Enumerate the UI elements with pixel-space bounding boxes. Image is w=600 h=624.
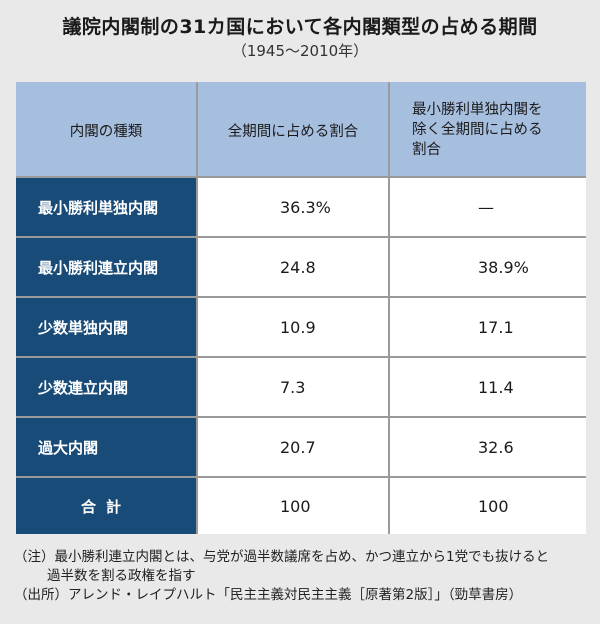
row-value-all: 36.3% [198,178,388,236]
row-divider [16,356,586,358]
table-row: 最小勝利連立内閣 24.8 38.9% [16,238,586,296]
table-row: 最小勝利単独内閣 36.3% — [16,178,586,236]
chart-subtitle: （1945〜2010年） [231,42,369,60]
row-value-excl: 11.4 [390,358,586,416]
row-value-all: 7.3 [198,358,388,416]
table-row: 過大内閣 20.7 32.6 [16,418,586,476]
header-share-all-period: 全期間に占める割合 [198,82,388,178]
row-divider [16,176,586,178]
header-share-excluding: 最小勝利単独内閣を 除く全期間に占める 割合 [390,82,586,178]
table-total-row: 合計 100 100 [16,478,586,534]
row-label: 過大内閣 [16,418,196,476]
column-divider [196,82,198,534]
row-label: 最小勝利単独内閣 [16,178,196,236]
row-value-excl: 32.6 [390,418,586,476]
chart-title: 議院内閣制の31カ国において各内閣類型の占める期間 [62,16,538,38]
row-label: 少数連立内閣 [16,358,196,416]
row-value-all: 24.8 [198,238,388,296]
data-table: 内閣の種類 全期間に占める割合 最小勝利単独内閣を 除く全期間に占める 割合 最… [16,82,586,534]
source-note: （出所）アレンド・レイプハルト「民主主義対民主主義［原著第2版］」（勁草書房） [14,587,523,603]
row-label-total: 合計 [16,478,196,534]
footnote: （注）最小勝利連立内閣とは、与党が過半数議席を占め、かつ連立から1党でも抜けると… [14,548,594,586]
row-divider [16,296,586,298]
row-value-all: 10.9 [198,298,388,356]
table-header-row: 内閣の種類 全期間に占める割合 最小勝利単独内閣を 除く全期間に占める 割合 [16,82,586,178]
row-value-excl: 17.1 [390,298,586,356]
footnote-line2: 過半数を割る政権を指す [47,568,196,584]
table-row: 少数単独内閣 10.9 17.1 [16,298,586,356]
row-label: 最小勝利連立内閣 [16,238,196,296]
row-value-excl: 38.9% [390,238,586,296]
column-divider [388,82,390,534]
row-value-excl: 100 [390,478,586,534]
row-divider [16,236,586,238]
row-value-all: 20.7 [198,418,388,476]
row-divider [16,476,586,478]
header-share-excluding-line3: 割合 [412,142,441,158]
row-value-excl: — [390,178,586,236]
header-share-excluding-line2: 除く全期間に占める [412,122,543,138]
table-row: 少数連立内閣 7.3 11.4 [16,358,586,416]
row-label: 少数単独内閣 [16,298,196,356]
row-divider [16,416,586,418]
footnote-line1: （注）最小勝利連立内閣とは、与党が過半数議席を占め、かつ連立から1党でも抜けると [14,549,550,565]
header-share-excluding-line1: 最小勝利単独内閣を [412,102,543,118]
header-cabinet-type: 内閣の種類 [16,82,196,178]
row-value-all: 100 [198,478,388,534]
